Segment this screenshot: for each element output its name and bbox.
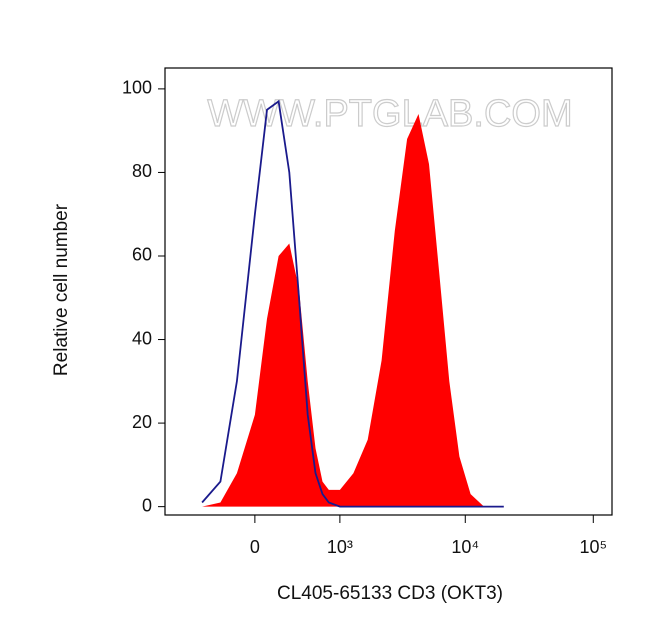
plot-frame [164,67,613,516]
x-axis-label: CL405-65133 CD3 (OKT3) [277,583,503,604]
y-tick-label: 20 [132,412,152,432]
x-tick-label: 10⁴ [451,537,479,557]
y-tick-label: 100 [122,78,152,98]
y-axis-label: Relative cell number [51,203,72,376]
y-tick-label: 60 [132,245,152,265]
y-tick-label: 80 [132,161,152,181]
x-tick-label: 10³ [327,537,353,557]
watermark: WWW.PTGLAB.COM [207,93,572,135]
x-tick-label: 10⁵ [580,537,607,557]
y-tick-label: 0 [142,495,152,515]
histogram-line [201,99,504,508]
histogram-area [202,114,504,507]
x-tick-label: 0 [250,537,260,557]
y-tick-label: 40 [132,328,152,348]
